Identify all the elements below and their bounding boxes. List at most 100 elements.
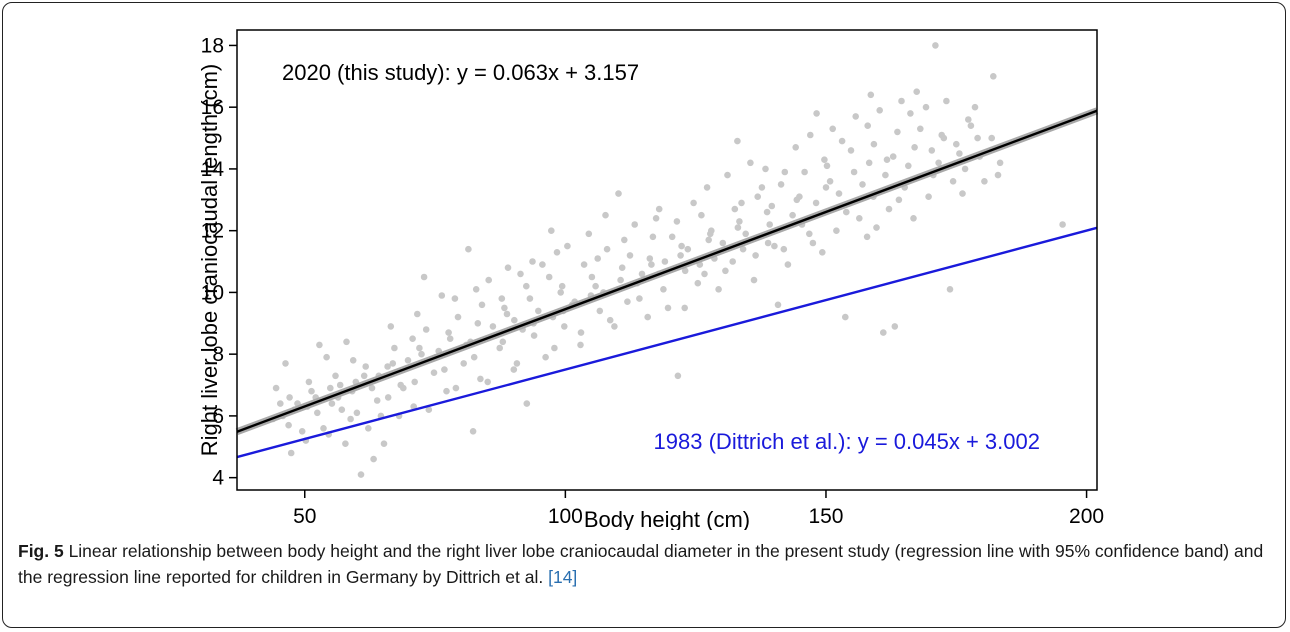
annotation-1983-equation: 1983 (Dittrich et al.): y = 0.045x + 3.0… (654, 429, 1040, 454)
scatter-point (391, 344, 398, 352)
scatter-point (606, 316, 614, 324)
scatter-point (539, 261, 546, 268)
scatter-point (883, 156, 891, 163)
scatter-point (323, 353, 330, 361)
scatter-point (373, 397, 381, 404)
scatter-point (404, 357, 412, 364)
scatter-point (545, 273, 553, 281)
regression-line-1983 (236, 226, 1098, 459)
scatter-point (603, 245, 611, 253)
scatter-point (343, 338, 350, 346)
scatter-point (501, 304, 508, 312)
scatter-point (615, 190, 622, 197)
scatter-point (913, 88, 920, 95)
scatter-point (806, 230, 813, 238)
y-axis-title: Right liver lobe craniocaudal length (cm… (197, 64, 222, 457)
scatter-point (703, 184, 711, 191)
scatter-point (838, 137, 846, 145)
scatter-point (739, 245, 747, 253)
scatter-point (835, 190, 843, 197)
scatter-point (489, 323, 497, 330)
scatter-point (777, 181, 785, 188)
scatter-point (763, 208, 771, 216)
scatter-point (498, 295, 506, 302)
scatter-point (617, 276, 624, 284)
scatter-point (807, 131, 814, 139)
scatter-point (286, 394, 293, 401)
scatter-point (943, 97, 950, 105)
scatter-point (917, 125, 924, 133)
scatter-point (894, 128, 901, 136)
y-tick-label: 10 (201, 281, 224, 304)
scatter-point (342, 440, 349, 448)
scatter-point (577, 329, 585, 336)
scatter-point (742, 230, 749, 238)
scatter-point (707, 230, 714, 238)
scatter-point (961, 165, 969, 173)
y-tick-label: 8 (212, 343, 224, 366)
y-tick-label: 16 (201, 96, 224, 119)
scatter-point (621, 236, 628, 244)
scatter-point (585, 230, 593, 238)
scatter-point (353, 409, 361, 417)
x-axis-title: Body height (cm) (584, 507, 750, 530)
scatter-point (768, 202, 776, 210)
scatter-point (320, 425, 327, 432)
scatter-point (314, 409, 321, 417)
scatter-point (349, 357, 357, 364)
caption-text: Linear relationship between body height … (18, 541, 1264, 587)
scatter-point (523, 282, 530, 290)
scatter-point (596, 307, 604, 315)
scatter-point (833, 227, 840, 234)
scatter-point (674, 372, 682, 380)
scatter-point (956, 150, 963, 157)
scatter-points (269, 42, 1066, 478)
scatter-point (677, 252, 684, 259)
x-tick-label: 50 (293, 505, 316, 528)
scatter-point (626, 252, 634, 259)
scatter-point (535, 307, 542, 315)
scatter-point (684, 245, 692, 253)
scatter-point (813, 110, 820, 117)
scatter-point (425, 406, 433, 414)
scatter-point (445, 329, 452, 336)
scatter-point (694, 279, 702, 287)
scatter-point (347, 415, 354, 423)
scatter-point (885, 205, 893, 213)
scatter-point (416, 344, 423, 352)
scatter-point (764, 239, 772, 247)
scatter-point (895, 196, 903, 204)
scatter-point (287, 449, 295, 457)
scatter-point (370, 455, 377, 463)
scatter-point (793, 196, 801, 204)
scatter-point (865, 159, 873, 167)
scatter-point (362, 363, 370, 370)
scatter-point (517, 270, 524, 278)
scatter-point (784, 261, 792, 268)
scatter-point (380, 440, 388, 448)
scatter-point (928, 147, 936, 154)
scatter-point (990, 73, 997, 80)
regression-lines (235, 107, 1099, 459)
scatter-point (328, 400, 336, 407)
scatter-point (988, 134, 995, 142)
regression-line-2020 (236, 109, 1098, 433)
scatter-point (971, 103, 979, 111)
scatter-point (465, 245, 472, 253)
scatter-point (316, 341, 323, 349)
scatter-point (910, 215, 917, 222)
scatter-point (305, 378, 313, 386)
scatter-point (400, 384, 407, 392)
scatter-point (478, 301, 486, 309)
caption-reference-link[interactable]: [14] (548, 567, 578, 587)
scatter-point (446, 335, 454, 343)
y-tick-label: 12 (201, 220, 224, 243)
scatter-point (754, 193, 761, 200)
scatter-point (774, 301, 782, 309)
scatter-point (673, 218, 681, 225)
scatter-point (411, 378, 419, 386)
scatter-point (715, 286, 722, 293)
scatter-point (876, 107, 883, 114)
scatter-point (821, 156, 828, 163)
scatter-point (922, 103, 930, 111)
